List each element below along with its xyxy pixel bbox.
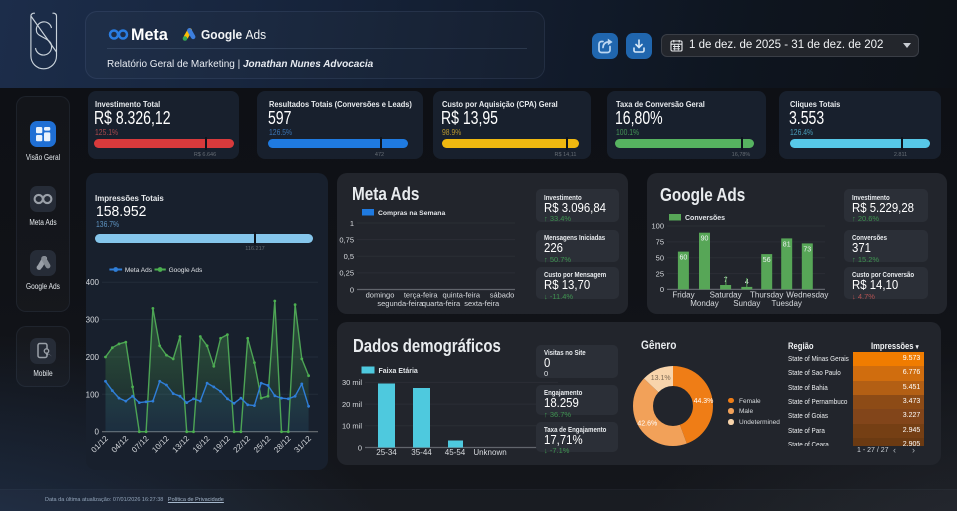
svg-text:75: 75 (656, 237, 664, 246)
svg-text:Google Ads: Google Ads (168, 267, 202, 274)
svg-text:07/12: 07/12 (129, 433, 150, 454)
svg-text:domingo: domingo (366, 290, 395, 299)
svg-text:13.1%: 13.1% (651, 375, 671, 382)
svg-text:Unknown: Unknown (473, 448, 506, 457)
svg-text:1: 1 (350, 218, 354, 227)
svg-text:90: 90 (701, 235, 709, 242)
svg-text:Thursday: Thursday (750, 290, 783, 299)
svg-text:01/12: 01/12 (89, 433, 110, 454)
svg-text:20 mil: 20 mil (342, 399, 362, 408)
svg-text:Friday: Friday (672, 290, 694, 299)
svg-text:400: 400 (86, 278, 100, 287)
svg-text:sábado: sábado (490, 290, 515, 299)
svg-text:0,75: 0,75 (339, 235, 354, 244)
svg-text:Monday: Monday (690, 298, 718, 307)
svg-text:45-54: 45-54 (445, 448, 466, 457)
svg-text:73: 73 (803, 246, 811, 253)
svg-text:Tuesday: Tuesday (772, 298, 802, 307)
svg-text:0: 0 (350, 285, 354, 294)
svg-text:terça-feira: terça-feira (404, 290, 439, 299)
svg-text:Wednesday: Wednesday (786, 290, 828, 299)
svg-text:16/12: 16/12 (190, 433, 211, 454)
svg-text:0: 0 (94, 427, 99, 436)
svg-text:Saturday: Saturday (710, 290, 742, 299)
svg-text:10 mil: 10 mil (342, 421, 362, 430)
svg-text:31/12: 31/12 (292, 433, 313, 454)
svg-text:81: 81 (783, 241, 791, 248)
svg-text:28/12: 28/12 (272, 433, 293, 454)
svg-text:50: 50 (656, 253, 664, 262)
svg-text:quarta-feira: quarta-feira (422, 299, 461, 308)
svg-text:35-44: 35-44 (411, 448, 432, 457)
svg-text:0,5: 0,5 (344, 252, 354, 261)
svg-text:30 mil: 30 mil (342, 378, 362, 387)
svg-text:0: 0 (660, 285, 664, 294)
svg-text:0: 0 (358, 443, 362, 452)
svg-text:13/12: 13/12 (170, 433, 191, 454)
svg-text:04/12: 04/12 (109, 433, 130, 454)
svg-text:22/12: 22/12 (231, 433, 252, 454)
svg-text:19/12: 19/12 (211, 433, 232, 454)
svg-text:25/12: 25/12 (251, 433, 272, 454)
svg-text:25: 25 (656, 269, 664, 278)
svg-text:sexta-feira: sexta-feira (464, 299, 500, 308)
svg-text:44.3%: 44.3% (694, 398, 714, 405)
svg-text:42.6%: 42.6% (637, 421, 657, 428)
svg-text:0,25: 0,25 (339, 268, 354, 277)
svg-text:Faixa Etária: Faixa Etária (379, 368, 418, 375)
svg-text:100: 100 (651, 221, 664, 230)
svg-text:quinta-feira: quinta-feira (443, 290, 481, 299)
svg-text:Meta Ads: Meta Ads (124, 267, 152, 274)
svg-text:25-34: 25-34 (376, 448, 397, 457)
svg-text:10/12: 10/12 (150, 433, 171, 454)
svg-text:200: 200 (86, 353, 100, 362)
svg-text:Sunday: Sunday (733, 298, 760, 307)
svg-text:300: 300 (86, 315, 100, 324)
svg-text:Conversões: Conversões (685, 215, 725, 222)
svg-text:100: 100 (86, 390, 100, 399)
svg-text:Compras na Semana: Compras na Semana (378, 210, 445, 217)
svg-text:segunda-feira: segunda-feira (377, 299, 424, 308)
svg-text:60: 60 (680, 254, 688, 261)
svg-text:56: 56 (763, 257, 771, 264)
